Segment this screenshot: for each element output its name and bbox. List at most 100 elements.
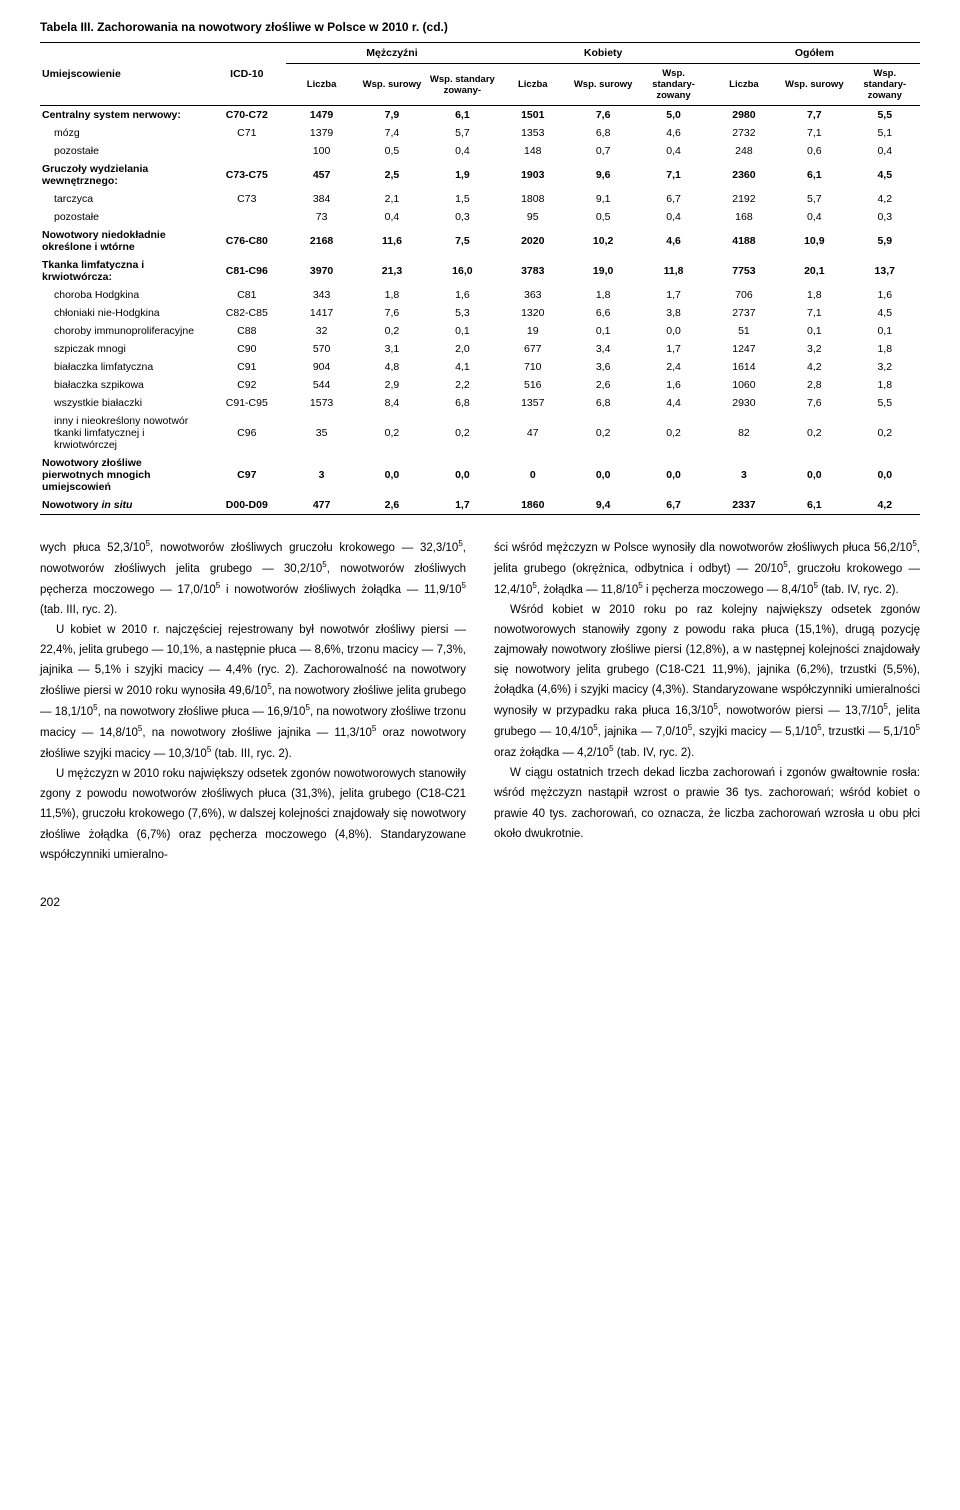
- table-cell: 10,2: [568, 226, 638, 256]
- table-cell: 11,8: [638, 256, 708, 286]
- table-cell: 7,5: [427, 226, 497, 256]
- table-row: białaczka szpikowaC925442,92,25162,61,61…: [40, 376, 920, 394]
- table-cell: 1,6: [850, 286, 920, 304]
- table-cell: 0,2: [779, 412, 849, 454]
- para: Wśród kobiet w 2010 roku po raz kolejny …: [494, 600, 920, 763]
- table-row: Nowotwory in situD00-D094772,61,718609,4…: [40, 496, 920, 515]
- table-cell: 11,6: [357, 226, 427, 256]
- table-cell: pozostałe: [40, 208, 207, 226]
- table-cell: 4,6: [638, 124, 708, 142]
- table-cell: 0,0: [568, 454, 638, 496]
- table-cell: 2930: [709, 394, 779, 412]
- table-cell: 6,7: [638, 496, 708, 515]
- table-cell: 9,1: [568, 190, 638, 208]
- table-cell: 3,8: [638, 304, 708, 322]
- th-men: Mężczyźni: [286, 43, 497, 64]
- table-cell: 1247: [709, 340, 779, 358]
- table-cell: 0,0: [427, 454, 497, 496]
- table-cell: 148: [498, 142, 568, 160]
- table-row: tarczycaC733842,11,518089,16,721925,74,2: [40, 190, 920, 208]
- table-cell: 9,4: [568, 496, 638, 515]
- table-cell: C91-C95: [207, 394, 286, 412]
- table-cell: 0,1: [427, 322, 497, 340]
- table-cell: C70-C72: [207, 106, 286, 125]
- table-cell: 32: [286, 322, 356, 340]
- table-cell: 5,1: [850, 124, 920, 142]
- table-cell: 1379: [286, 124, 356, 142]
- table-cell: 0,7: [568, 142, 638, 160]
- para: U kobiet w 2010 r. najczęściej rejestrow…: [40, 620, 466, 764]
- table-cell: 3: [709, 454, 779, 496]
- table-cell: C91: [207, 358, 286, 376]
- table-cell: C71: [207, 124, 286, 142]
- table-cell: 7,6: [357, 304, 427, 322]
- table-cell: 7,1: [638, 160, 708, 190]
- table-cell: 7,6: [568, 106, 638, 125]
- table-cell: 4,2: [850, 496, 920, 515]
- table-cell: 248: [709, 142, 779, 160]
- table-cell: 710: [498, 358, 568, 376]
- table-cell: 7,6: [779, 394, 849, 412]
- table-cell: 0,0: [779, 454, 849, 496]
- table-cell: 544: [286, 376, 356, 394]
- table-cell: białaczka szpikowa: [40, 376, 207, 394]
- table-cell: 2337: [709, 496, 779, 515]
- table-cell: 8,4: [357, 394, 427, 412]
- table-cell: 6,1: [427, 106, 497, 125]
- table-cell: 0,4: [427, 142, 497, 160]
- table-cell: 1,8: [568, 286, 638, 304]
- table-cell: 2,8: [779, 376, 849, 394]
- table-cell: 73: [286, 208, 356, 226]
- table-cell: 2,1: [357, 190, 427, 208]
- table-cell: 1,8: [357, 286, 427, 304]
- table-cell: 9,6: [568, 160, 638, 190]
- table-cell: 6,1: [779, 496, 849, 515]
- table-cell: 0,2: [850, 412, 920, 454]
- table-row: Nowotwory niedokładnie określone i wtórn…: [40, 226, 920, 256]
- table-cell: 7,4: [357, 124, 427, 142]
- table-cell: 4,5: [850, 304, 920, 322]
- table-cell: 0,5: [357, 142, 427, 160]
- table-cell: 3,2: [779, 340, 849, 358]
- table-cell: 0,5: [568, 208, 638, 226]
- table-cell: 1808: [498, 190, 568, 208]
- th: Wsp. surowy: [357, 64, 427, 106]
- table-cell: 5,7: [427, 124, 497, 142]
- table-cell: 4,1: [427, 358, 497, 376]
- table-cell: C82-C85: [207, 304, 286, 322]
- table-title: Tabela III. Zachorowania na nowotwory zł…: [40, 20, 920, 34]
- table-cell: 0,4: [638, 208, 708, 226]
- th: Wsp. standary- zowany: [850, 64, 920, 106]
- table-row: choroby immunoproliferacyjneC88320,20,11…: [40, 322, 920, 340]
- table-cell: 3,2: [850, 358, 920, 376]
- th: Wsp. surowy: [779, 64, 849, 106]
- table-cell: 6,8: [427, 394, 497, 412]
- table-cell: 1,5: [427, 190, 497, 208]
- table-row: Gruczoły wydzielania wewnętrznego:C73-C7…: [40, 160, 920, 190]
- table-cell: 516: [498, 376, 568, 394]
- table-cell: 19,0: [568, 256, 638, 286]
- table-cell: białaczka limfatyczna: [40, 358, 207, 376]
- table-cell: 0,3: [850, 208, 920, 226]
- table-cell: 21,3: [357, 256, 427, 286]
- data-table: Umiejscowienie ICD-10 Mężczyźni Kobiety …: [40, 42, 920, 515]
- th: Liczba: [498, 64, 568, 106]
- table-cell: 1,7: [638, 340, 708, 358]
- table-row: Centralny system nerwowy:C70-C7214797,96…: [40, 106, 920, 125]
- para: ści wśród mężczyzn w Polsce wynosiły dla…: [494, 537, 920, 600]
- table-row: Tkanka limfatyczna i krwiotwórcza:C81-C9…: [40, 256, 920, 286]
- th: Liczba: [286, 64, 356, 106]
- table-row: wszystkie białaczkiC91-C9515738,46,81357…: [40, 394, 920, 412]
- table-cell: 0,2: [568, 412, 638, 454]
- table-row: białaczka limfatycznaC919044,84,17103,62…: [40, 358, 920, 376]
- table-cell: 4188: [709, 226, 779, 256]
- table-cell: 1,8: [850, 376, 920, 394]
- table-cell: 6,8: [568, 124, 638, 142]
- table-cell: 457: [286, 160, 356, 190]
- table-cell: mózg: [40, 124, 207, 142]
- table-row: pozostałe730,40,3950,50,41680,40,3: [40, 208, 920, 226]
- table-cell: 2,4: [638, 358, 708, 376]
- table-cell: 5,0: [638, 106, 708, 125]
- table-cell: 82: [709, 412, 779, 454]
- table-cell: Nowotwory niedokładnie określone i wtórn…: [40, 226, 207, 256]
